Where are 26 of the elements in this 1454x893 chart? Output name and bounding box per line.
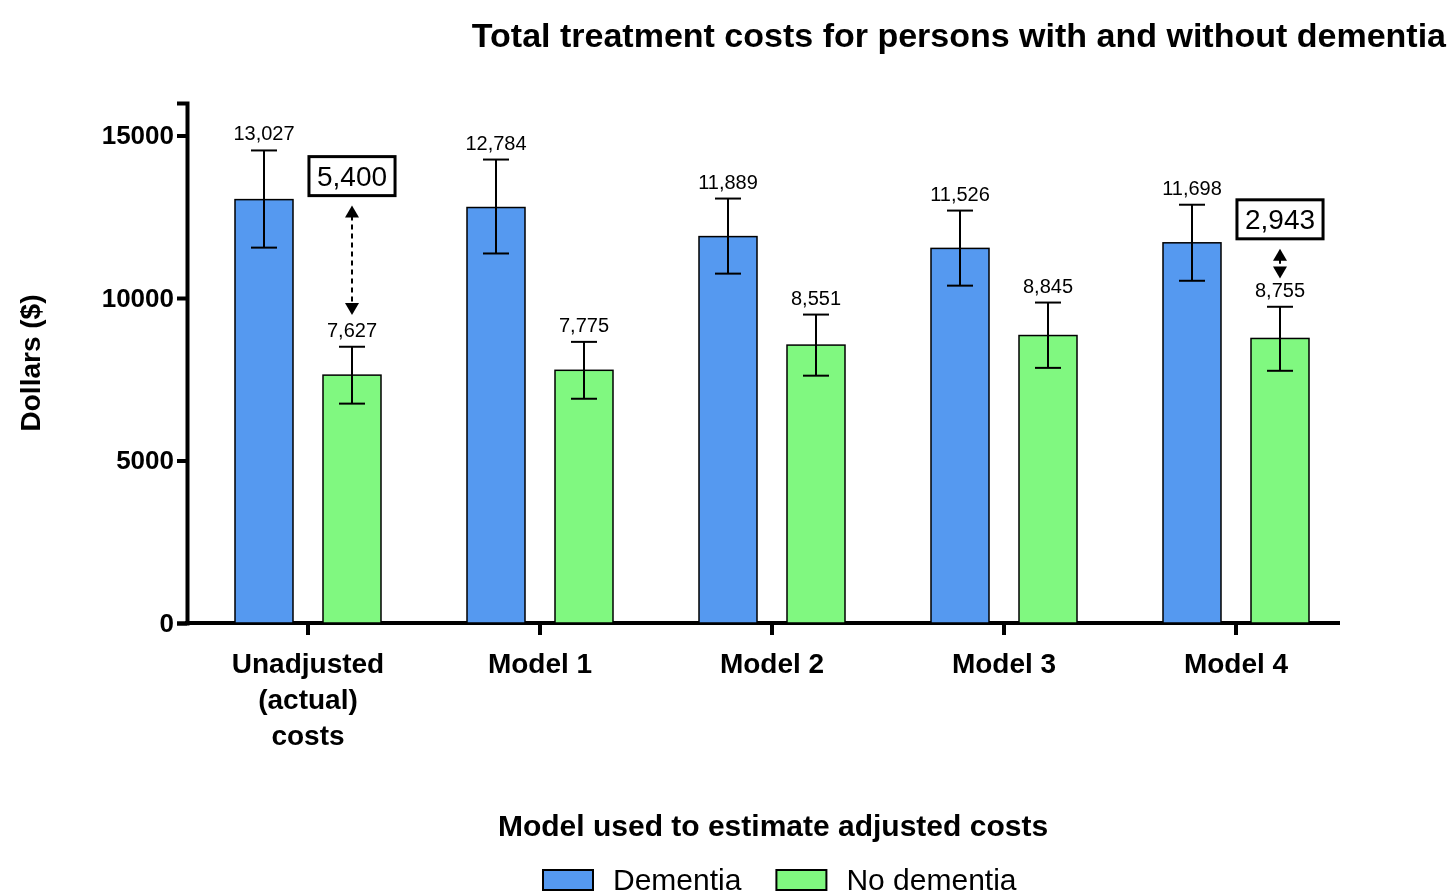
annotation: 5,400: [316, 160, 388, 192]
data-label: 11,526: [930, 182, 990, 205]
y-tick-label: 5000: [116, 445, 174, 476]
y-tick-label: 0: [159, 607, 174, 638]
data-label: 13,027: [233, 122, 295, 145]
data-label: 7,627: [326, 318, 378, 341]
data-label: 8,755: [1254, 278, 1306, 301]
x-tick-label: Model 4: [1183, 648, 1289, 679]
y-tick-label: 10000: [101, 282, 174, 313]
x-tick-label: Model 2: [719, 648, 825, 679]
data-label: 12,784: [465, 131, 527, 154]
y-axis-title: Dollars ($): [15, 294, 46, 432]
legend-label: Dementia: [613, 863, 742, 893]
annotation: 2,943: [1244, 203, 1316, 235]
data-label: 8,551: [790, 286, 842, 309]
data-label: 8,845: [1022, 274, 1074, 297]
y-tick-label: 15000: [101, 120, 174, 151]
legend-label: No dementia: [846, 863, 1017, 893]
data-label: 11,698: [1162, 176, 1222, 199]
x-tick-label: Model 3: [951, 648, 1057, 679]
x-tick-label: Unadjusted (actual) costs: [231, 648, 385, 751]
chart-title: Total treatment costs for persons with and without dementia: [471, 16, 1448, 54]
data-label: 11,889: [698, 170, 758, 193]
x-tick-label: Model 1: [487, 648, 593, 679]
data-label: 7,775: [558, 313, 610, 336]
x-axis-title: Model used to estimate adjusted costs: [497, 809, 1049, 842]
